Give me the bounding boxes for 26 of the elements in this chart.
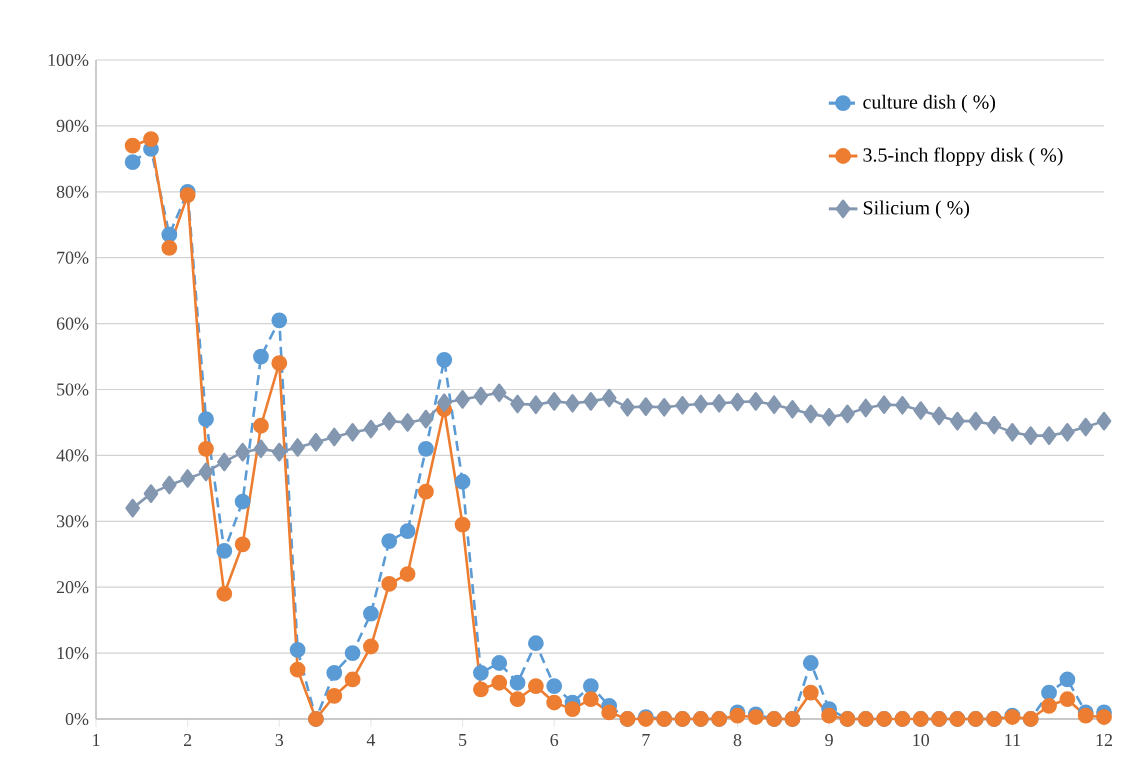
y-tick-label: 40% — [56, 449, 89, 462]
x-tick-label: 10 — [913, 734, 930, 747]
y-tick-label: 50% — [57, 383, 89, 396]
y-tick-label: 90% — [56, 119, 89, 132]
x-tick-label: 5 — [459, 734, 467, 746]
x-tick-label: 4 — [366, 734, 376, 746]
y-tick-label: 70% — [57, 251, 89, 264]
y-tick-label: 100% — [48, 53, 89, 67]
y-tick-label: 0% — [65, 712, 89, 726]
y-tick-label: 60% — [56, 317, 89, 330]
legend-label: culture dish ( %) — [863, 94, 996, 113]
x-tick-label: 12 — [1096, 734, 1112, 746]
y-tick-label: 30% — [56, 515, 89, 528]
y-tick-label: 80% — [56, 185, 89, 198]
x-tick-label: 8 — [733, 734, 742, 747]
x-tick-label: 9 — [825, 734, 833, 747]
y-tick-label: 10% — [57, 647, 89, 660]
x-tick-label: 3 — [275, 734, 284, 747]
x-tick-label: 1 — [93, 734, 100, 746]
x-tick-label: 11 — [1005, 734, 1020, 746]
x-tick-label: 6 — [550, 734, 559, 747]
x-tick-label: 2 — [183, 734, 192, 746]
legend-label: Silicium ( %) — [863, 200, 970, 219]
x-tick-label: 7 — [642, 734, 650, 746]
legend-label: 3.5-inch floppy disk ( %) — [863, 147, 1063, 166]
y-tick-label: 20% — [56, 581, 89, 594]
